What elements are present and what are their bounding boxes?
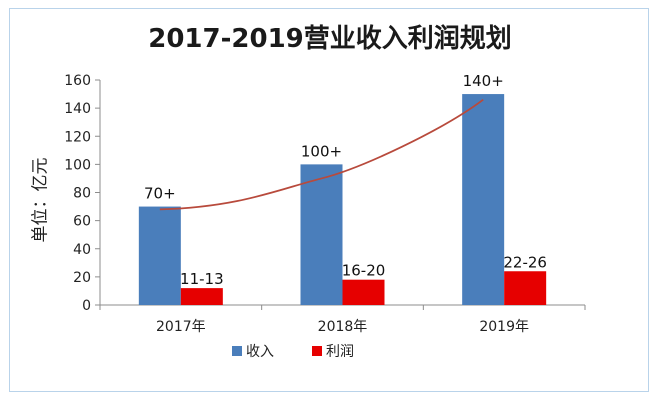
y-tick-label: 20 [73,270,91,286]
chart-title: 2017-2019营业收入利润规划 [148,24,512,54]
y-tick-label: 140 [64,101,91,117]
bar-profit [342,279,385,305]
bar-revenue [300,164,343,305]
y-tick-label: 0 [82,298,91,314]
x-tick-label: 2019年 [479,319,529,335]
data-label: 22-26 [503,253,547,271]
y-tick-label: 160 [64,73,91,89]
bar-revenue [138,206,181,305]
legend-label: 收入 [246,344,274,360]
bar-revenue [462,94,505,305]
y-tick-label: 100 [64,157,91,173]
trend-line [159,98,484,211]
y-tick-label: 40 [73,242,91,258]
data-label: 11-13 [180,270,224,288]
data-label: 100+ [301,142,342,160]
x-tick-label: 2017年 [156,319,206,335]
y-tick-label: 60 [73,214,91,230]
data-label: 140+ [463,72,504,90]
data-label: 70+ [144,185,176,203]
legend-label: 利润 [326,344,354,360]
bar-profit [180,288,223,305]
x-tick-label: 2018年 [318,319,368,335]
legend-swatch [312,346,322,356]
data-label: 16-20 [342,262,386,280]
y-tick-label: 80 [73,186,91,202]
y-tick-label: 120 [64,129,91,145]
bar-profit [504,271,547,305]
legend-swatch [232,346,242,356]
